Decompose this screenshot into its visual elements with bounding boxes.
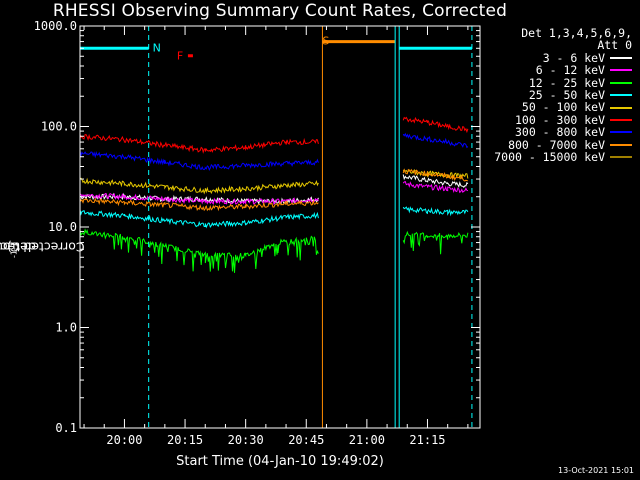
legend-label-8: 7000 - 15000 keV	[494, 150, 605, 165]
legend-label-0: 3 - 6 keV	[542, 50, 605, 65]
legend-header-line2: Att 0	[597, 38, 632, 53]
legend-label-6: 300 - 800 keV	[514, 125, 605, 140]
y-axis-label-part2: detector	[0, 239, 36, 255]
x-tick-label-0: 20:00	[106, 433, 142, 447]
x-tick-label-5: 21:15	[409, 433, 445, 447]
series-line-7-1	[402, 168, 468, 182]
series-line-3-0	[79, 209, 319, 229]
legend-label-4: 50 - 100 keV	[521, 100, 605, 115]
chart-title: RHESSI Observing Summary Count Rates, Co…	[52, 1, 508, 21]
series-line-5-0	[79, 133, 319, 154]
series-line-6-0	[79, 150, 319, 172]
series-line-2-0	[79, 228, 319, 273]
legend-item-3: 25 - 50 keV	[494, 89, 632, 101]
series-line-2-1	[402, 230, 469, 255]
series-line-5-1	[402, 116, 469, 134]
legend: Det 1,3,4,5,6,9, Att 0 3 - 6 keV 6 - 12 k…	[494, 27, 632, 163]
y-tick-label-0: 0.1	[55, 421, 77, 435]
legend-item-5: 100 - 300 keV	[494, 112, 632, 127]
series-line-4-0	[79, 177, 319, 195]
footer-date: 13-Oct-2021 15:01	[558, 466, 634, 475]
legend-label-2: 12 - 25 keV	[528, 75, 605, 90]
y-axis-label-part3: )	[6, 239, 12, 255]
legend-swatch-0	[610, 57, 632, 60]
legend-label-3: 25 - 50 keV	[528, 88, 605, 103]
legend-label-1: 6 - 12 keV	[535, 63, 605, 78]
legend-item-8: 7000 - 15000 keV	[494, 151, 632, 163]
legend-swatch-3	[610, 94, 632, 97]
y-tick-label-4: 1000.0	[34, 19, 77, 33]
x-tick-label-1: 20:15	[167, 433, 203, 447]
legend-swatch-1	[610, 69, 632, 72]
annotation-s: S	[322, 35, 329, 48]
legend-rows: 3 - 6 keV 6 - 12 keV 12 - 25 keV 25 - 50 ke…	[494, 50, 632, 163]
flare-marker	[187, 54, 193, 58]
legend-item-7: 800 - 7000 keV	[494, 137, 632, 152]
legend-item-6: 300 - 800 keV	[494, 125, 632, 140]
series-line-1-1	[402, 180, 469, 194]
y-tick-label-2: 10.0	[48, 220, 77, 234]
legend-swatch-4	[610, 106, 632, 109]
legend-swatch-7	[610, 143, 632, 146]
axes-frame	[79, 25, 481, 429]
series-line-1-0	[79, 192, 319, 206]
legend-label-7: 800 - 7000 keV	[508, 137, 605, 152]
legend-item-2: 12 - 25 keV	[494, 75, 632, 90]
legend-header-line1: Det 1,3,4,5,6,9,	[521, 26, 632, 40]
x-axis-label: Start Time (04-Jan-10 19:49:02)	[176, 454, 384, 469]
x-tick-label-3: 20:45	[288, 433, 324, 447]
y-tick-label-3: 100.0	[41, 120, 77, 134]
legend-swatch-6	[610, 131, 632, 134]
legend-item-4: 50 - 100 keV	[494, 100, 632, 115]
legend-swatch-8	[610, 156, 632, 159]
legend-item-0: 3 - 6 keV	[494, 50, 632, 65]
x-tick-label-2: 20:30	[228, 433, 264, 447]
x-tick-label-4: 21:00	[349, 433, 385, 447]
series-line-6-1	[402, 132, 469, 149]
series-line-3-1	[402, 206, 469, 217]
legend-label-5: 100 - 300 keV	[514, 112, 605, 127]
y-tick-label-1: 1.0	[55, 321, 77, 335]
series-line-7-0	[79, 197, 319, 212]
annotation-n: N	[153, 41, 161, 54]
series-line-0-1	[402, 174, 469, 188]
annotation-f: F	[177, 49, 183, 62]
legend-swatch-2	[610, 81, 632, 84]
legend-swatch-5	[610, 119, 632, 122]
legend-item-1: 6 - 12 keV	[494, 63, 632, 78]
